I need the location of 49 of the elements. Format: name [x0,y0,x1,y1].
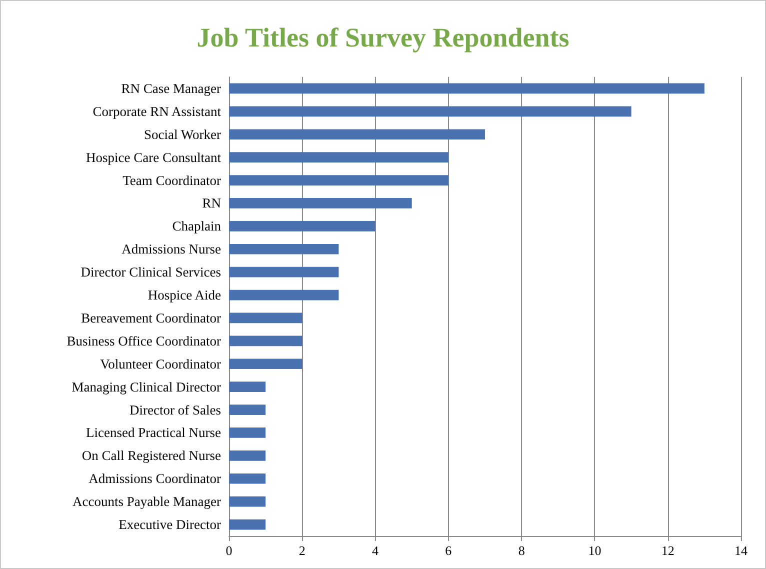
y-tick-label: Executive Director [118,517,222,532]
bar [229,382,266,392]
bar [229,83,704,94]
y-tick-label: Admissions Coordinator [88,471,222,486]
bar [229,244,339,254]
bar [229,450,266,461]
y-tick-label: Hospice Care Consultant [86,150,222,165]
bar [229,129,485,140]
y-tick-label: Corporate RN Assistant [92,104,222,119]
y-tick-label: Licensed Practical Nurse [86,425,221,440]
x-tick-label: 4 [372,543,380,558]
bar [229,428,266,438]
bar [229,198,412,208]
bar [229,221,376,232]
y-tick-label: On Call Registered Nurse [82,448,222,464]
bar [229,496,266,507]
y-tick-label: Managing Clinical Director [72,379,222,394]
y-tick-label: Social Worker [144,126,222,142]
y-tick-label: Accounts Payable Manager [72,494,222,510]
bar [229,404,266,415]
y-tick-label: RN Case Manager [121,80,222,96]
x-tick-label: 6 [445,543,452,558]
x-tick-label: 12 [661,543,674,558]
y-tick-label: Chaplain [172,218,222,234]
x-tick-label: 14 [734,543,748,558]
bar [229,519,266,530]
chart-title: Job Titles of Survey Repondents [196,22,570,52]
bar [229,312,302,324]
y-tick-label: RN [202,196,222,211]
bar [229,152,448,162]
bar [229,266,339,278]
y-tick-label: Admissions Nurse [122,242,221,257]
y-tick-label: Bereavement Coordinator [81,310,222,326]
x-tick-label: 8 [518,543,525,558]
bar [229,473,266,484]
x-tick-label: 2 [298,543,306,558]
bar [229,336,302,346]
y-tick-label: Director Clinical Services [80,264,221,280]
bar [229,175,448,186]
y-tick-label: Volunteer Coordinator [100,356,222,372]
y-tick-label: Team Coordinator [122,172,222,188]
y-tick-label: Director of Sales [130,402,221,418]
bar [229,290,339,300]
bar [229,106,632,117]
bar [229,358,302,370]
y-tick-label: Hospice Aide [148,288,221,303]
x-tick-label: 0 [226,543,232,558]
y-tick-label: Business Office Coordinator [66,333,222,348]
x-tick-label: 10 [588,543,602,558]
